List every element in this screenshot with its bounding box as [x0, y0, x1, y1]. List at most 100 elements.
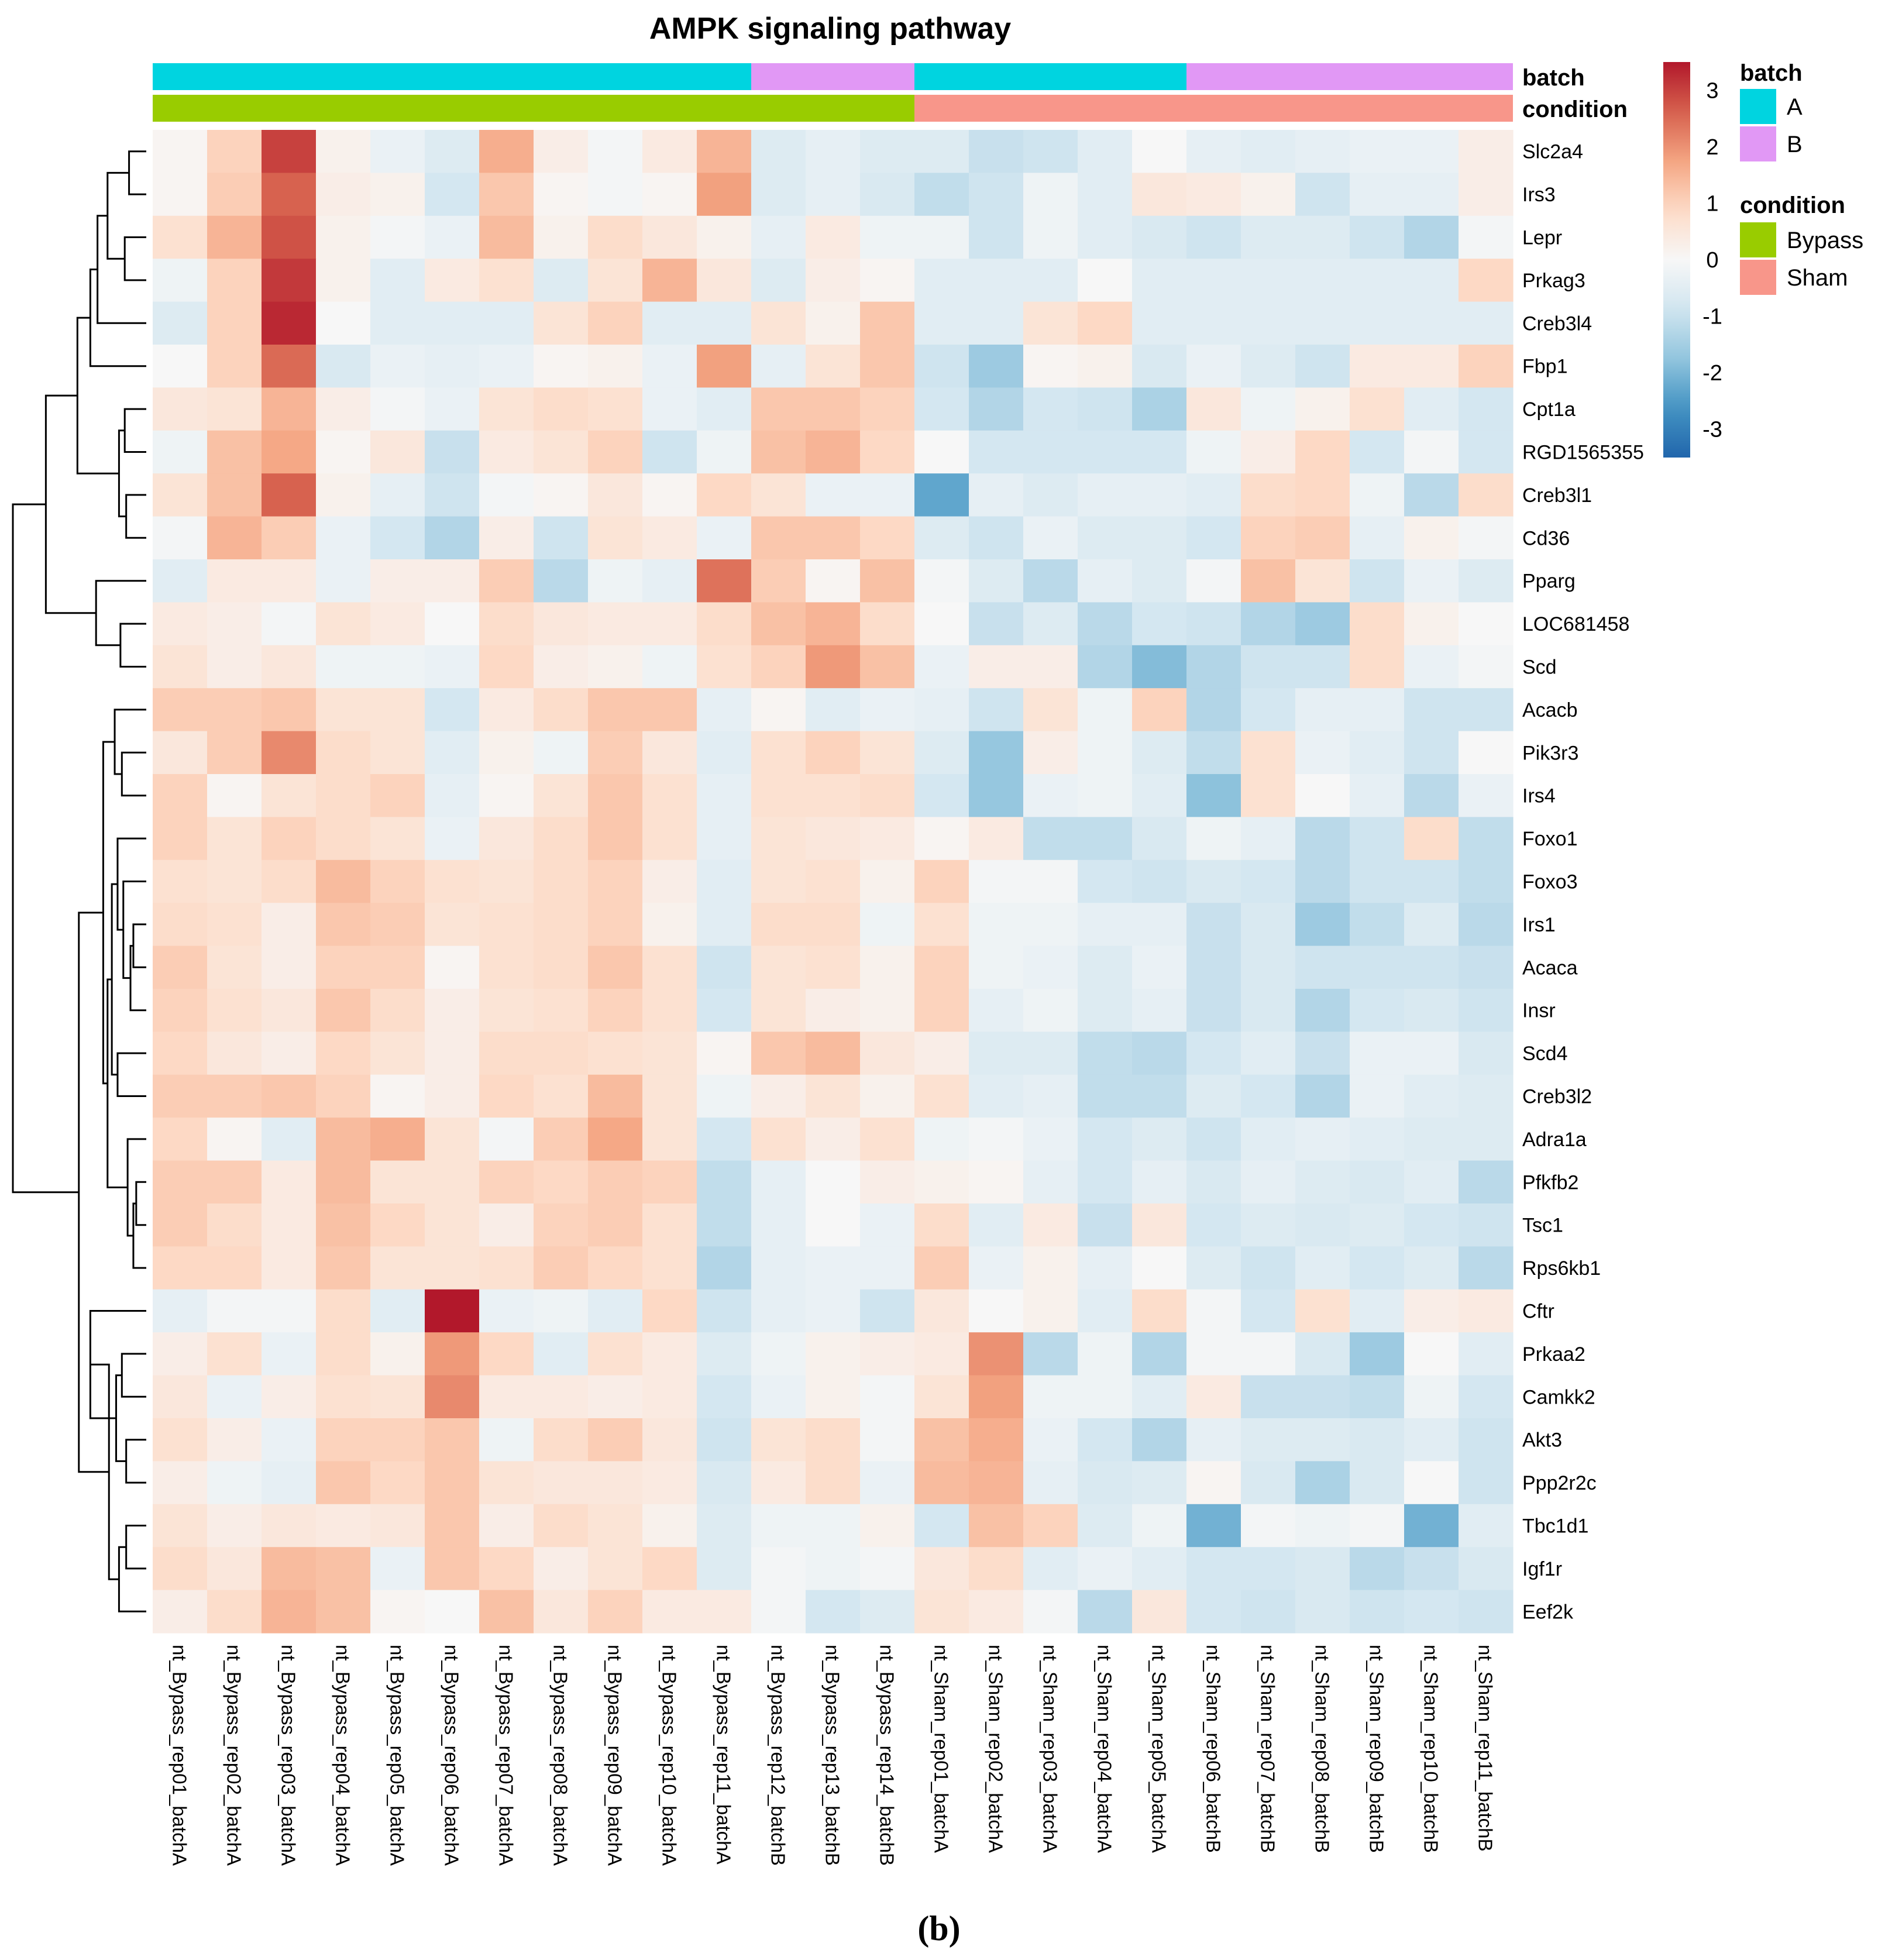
- heatmap-cell: [1350, 1461, 1405, 1505]
- heatmap-cell: [588, 516, 643, 560]
- heatmap-cell: [316, 559, 371, 603]
- heatmap-cell: [1295, 688, 1350, 732]
- heatmap-cell: [697, 1504, 752, 1548]
- heatmap-cell: [1132, 1289, 1187, 1333]
- heatmap-cell: [153, 989, 208, 1032]
- heatmap-cell: [479, 130, 534, 173]
- heatmap-cell: [1186, 1246, 1241, 1290]
- heatmap-cell: [370, 817, 425, 861]
- heatmap-cell: [1241, 1074, 1296, 1118]
- heatmap-cell: [1023, 1461, 1078, 1505]
- heatmap-cell: [425, 516, 480, 560]
- heatmap-cell: [1023, 989, 1078, 1032]
- heatmap-cell: [1186, 173, 1241, 216]
- heatmap-cell: [1132, 516, 1187, 560]
- heatmap-cell: [751, 1375, 806, 1419]
- heatmap-cell: [806, 903, 861, 947]
- condition-bar-segment: [914, 95, 1513, 122]
- heatmap-cell: [1241, 559, 1296, 603]
- heatmap-cell: [969, 1289, 1024, 1333]
- heatmap-cell: [1295, 903, 1350, 947]
- heatmap-cell: [1295, 1246, 1350, 1290]
- heatmap-cell: [642, 345, 697, 388]
- heatmap-cell: [479, 602, 534, 646]
- heatmap-cell: [316, 259, 371, 302]
- heatmap-cell: [969, 989, 1024, 1032]
- heatmap-cell: [207, 559, 262, 603]
- heatmap-cell: [534, 1160, 589, 1204]
- heatmap-cell: [1350, 602, 1405, 646]
- heatmap-cell: [1023, 1074, 1078, 1118]
- heatmap-cell: [262, 387, 317, 431]
- batch-legend-label: A: [1787, 94, 1803, 120]
- condition-legend-swatch: [1740, 260, 1776, 295]
- heatmap-cell: [153, 1504, 208, 1548]
- row-label: Tbc1d1: [1522, 1515, 1588, 1538]
- heatmap-cell: [1023, 1504, 1078, 1548]
- heatmap-cell: [425, 1203, 480, 1247]
- heatmap-cell: [207, 602, 262, 646]
- heatmap-cell: [1350, 1590, 1405, 1634]
- heatmap-cell: [534, 602, 589, 646]
- heatmap-cell: [642, 173, 697, 216]
- heatmap-cell: [262, 945, 317, 989]
- heatmap-cell: [370, 1117, 425, 1161]
- heatmap-cell: [806, 1074, 861, 1118]
- heatmap-cell: [1404, 215, 1459, 259]
- heatmap-cell: [1350, 130, 1405, 173]
- heatmap-cell: [1350, 731, 1405, 775]
- heatmap-cell: [1132, 473, 1187, 517]
- heatmap-cell: [1132, 774, 1187, 817]
- heatmap-cell: [1023, 559, 1078, 603]
- heatmap-cell: [697, 602, 752, 646]
- heatmap-cell: [697, 688, 752, 732]
- heatmap-cell: [370, 1031, 425, 1075]
- heatmap-cell: [207, 903, 262, 947]
- column-label: nt_Bypass_rep14_batchB: [876, 1645, 898, 1866]
- heatmap-cell: [642, 602, 697, 646]
- heatmap-cell: [1241, 1418, 1296, 1462]
- heatmap-cell: [1241, 731, 1296, 775]
- batch-legend-label: B: [1787, 132, 1803, 157]
- heatmap-cell: [697, 1031, 752, 1075]
- heatmap-cell: [1404, 945, 1459, 989]
- heatmap-cell: [1241, 989, 1296, 1032]
- heatmap-cell: [1241, 774, 1296, 817]
- heatmap-cell: [1132, 859, 1187, 903]
- heatmap-cell: [1241, 173, 1296, 216]
- heatmap-cell: [697, 1461, 752, 1505]
- heatmap-cell: [1350, 1117, 1405, 1161]
- heatmap-cell: [1350, 1203, 1405, 1247]
- heatmap-cell: [860, 774, 915, 817]
- heatmap-cell: [1078, 430, 1133, 474]
- heatmap-cell: [914, 1461, 969, 1505]
- heatmap-cell: [207, 1461, 262, 1505]
- heatmap-cell: [697, 473, 752, 517]
- heatmap-cell: [1459, 1289, 1514, 1333]
- heatmap-cell: [316, 731, 371, 775]
- heatmap-cell: [153, 301, 208, 345]
- heatmap-cell: [588, 345, 643, 388]
- heatmap-cell: [1295, 602, 1350, 646]
- heatmap-cell: [153, 1160, 208, 1204]
- heatmap-cell: [1404, 688, 1459, 732]
- row-label: Insr: [1522, 1000, 1556, 1022]
- heatmap-cell: [425, 1547, 480, 1591]
- heatmap-cell: [1350, 645, 1405, 689]
- heatmap-cell: [1132, 731, 1187, 775]
- heatmap-cell: [860, 1117, 915, 1161]
- heatmap-cell: [479, 774, 534, 817]
- heatmap-cell: [751, 602, 806, 646]
- heatmap-cell: [1186, 516, 1241, 560]
- batch-bar-segment: [751, 63, 914, 90]
- heatmap-cell: [370, 345, 425, 388]
- heatmap-cell: [969, 645, 1024, 689]
- heatmap-cell: [860, 1031, 915, 1075]
- heatmap-cell: [262, 345, 317, 388]
- heatmap-cell: [425, 903, 480, 947]
- heatmap-cell: [588, 1461, 643, 1505]
- heatmap-cell: [806, 1418, 861, 1462]
- heatmap-cell: [316, 1547, 371, 1591]
- heatmap-cell: [969, 903, 1024, 947]
